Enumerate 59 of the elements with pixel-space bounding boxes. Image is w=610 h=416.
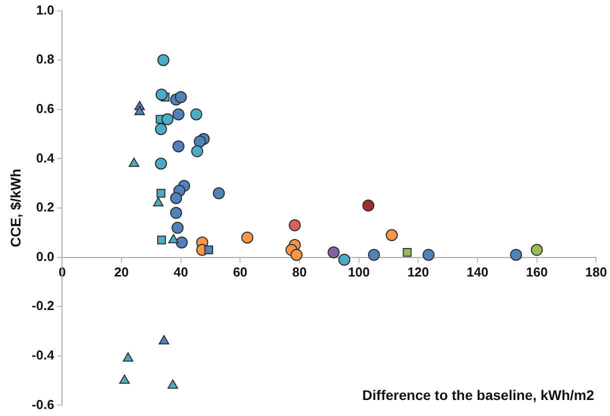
point <box>156 188 166 198</box>
y-tick-label: -0.2 <box>32 298 54 314</box>
point <box>204 246 214 254</box>
y-tick-label: 0.6 <box>36 100 54 116</box>
point <box>122 352 134 362</box>
point <box>288 219 301 232</box>
point <box>157 236 166 244</box>
point <box>191 145 204 158</box>
y-tick-label: -0.4 <box>32 347 55 362</box>
point <box>128 158 140 167</box>
x-tick-label: 100 <box>348 264 370 280</box>
x-axis-title: Difference to the baseline, kWh/m2 <box>362 387 594 404</box>
point <box>134 106 145 116</box>
point <box>172 108 184 120</box>
point <box>386 229 398 242</box>
point <box>170 206 182 219</box>
y-axis-title: CCE, $/kWh <box>7 168 24 248</box>
point <box>168 234 179 244</box>
x-tick-label: 20 <box>114 264 129 280</box>
point <box>154 123 167 136</box>
y-tick-label: 1.0 <box>36 2 54 18</box>
y-tick-label: 0.8 <box>36 52 54 67</box>
point <box>176 236 188 249</box>
point <box>368 248 380 261</box>
point <box>241 232 254 244</box>
point <box>338 254 350 266</box>
x-tick-label: 180 <box>585 264 608 280</box>
point <box>422 248 435 261</box>
point <box>172 222 184 234</box>
point <box>157 54 170 66</box>
point <box>172 140 184 152</box>
point <box>119 374 130 384</box>
x-tick-label: 140 <box>466 264 488 280</box>
point <box>328 246 340 258</box>
point <box>154 158 167 170</box>
y-tick-label: 0.2 <box>36 200 54 215</box>
point <box>190 108 202 120</box>
x-tick-label: 60 <box>232 264 248 280</box>
y-tick-label: 0.4 <box>36 150 55 166</box>
x-tick-label: 40 <box>174 264 188 280</box>
point <box>290 248 303 261</box>
y-tick-label: 0.0 <box>36 248 54 264</box>
point <box>162 113 174 126</box>
point <box>530 244 543 256</box>
point <box>156 88 168 101</box>
x-tick-label: 120 <box>407 264 430 280</box>
point <box>402 248 412 257</box>
point <box>174 91 187 104</box>
x-tick-label: 80 <box>292 264 307 280</box>
point <box>194 135 206 148</box>
y-tick-label: -0.6 <box>32 396 54 412</box>
point <box>168 379 178 389</box>
point <box>158 335 170 344</box>
point <box>170 192 182 204</box>
point <box>510 248 522 261</box>
point <box>212 187 225 200</box>
point <box>153 197 164 206</box>
point <box>362 200 374 212</box>
x-tick-label: 160 <box>526 264 548 280</box>
